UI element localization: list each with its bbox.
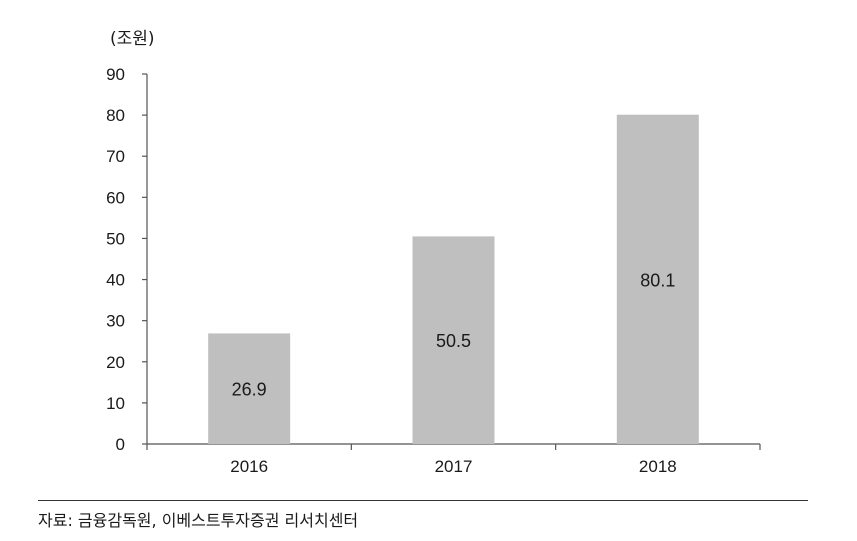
source-divider: [38, 500, 808, 501]
y-tick-label: 20: [106, 353, 125, 372]
source-note: 자료: 금융감독원, 이베스트투자증권 리서치센터: [38, 511, 359, 530]
bar-2018: [616, 114, 699, 444]
y-tick-label: 40: [106, 271, 125, 290]
y-tick-label: 0: [116, 435, 125, 454]
data-label-2017: 50.5: [436, 331, 471, 351]
data-label-2018: 80.1: [640, 270, 675, 290]
bars: [208, 114, 699, 444]
bar-2017: [412, 236, 495, 444]
x-tick-label-2017: 2017: [435, 457, 473, 476]
x-tick-label-2018: 2018: [639, 457, 677, 476]
bar-2016: [208, 333, 291, 444]
data-label-2016: 26.9: [232, 380, 267, 400]
y-tick-label: 30: [106, 312, 125, 331]
y-tick-label: 80: [106, 106, 125, 125]
labels: 0 10 20 30 40 50 60 70 80 90 26.9 2016 50.5 2017 80.1 2…: [106, 65, 677, 476]
y-tick-label: 90: [106, 65, 125, 84]
y-axis-unit-label: (조원): [110, 29, 155, 49]
y-tick-label: 70: [106, 147, 125, 166]
y-tick-label: 50: [106, 229, 125, 248]
y-tick-label: 60: [106, 188, 125, 207]
y-tick-label: 10: [106, 394, 125, 413]
x-tick-label-2016: 2016: [230, 457, 268, 476]
